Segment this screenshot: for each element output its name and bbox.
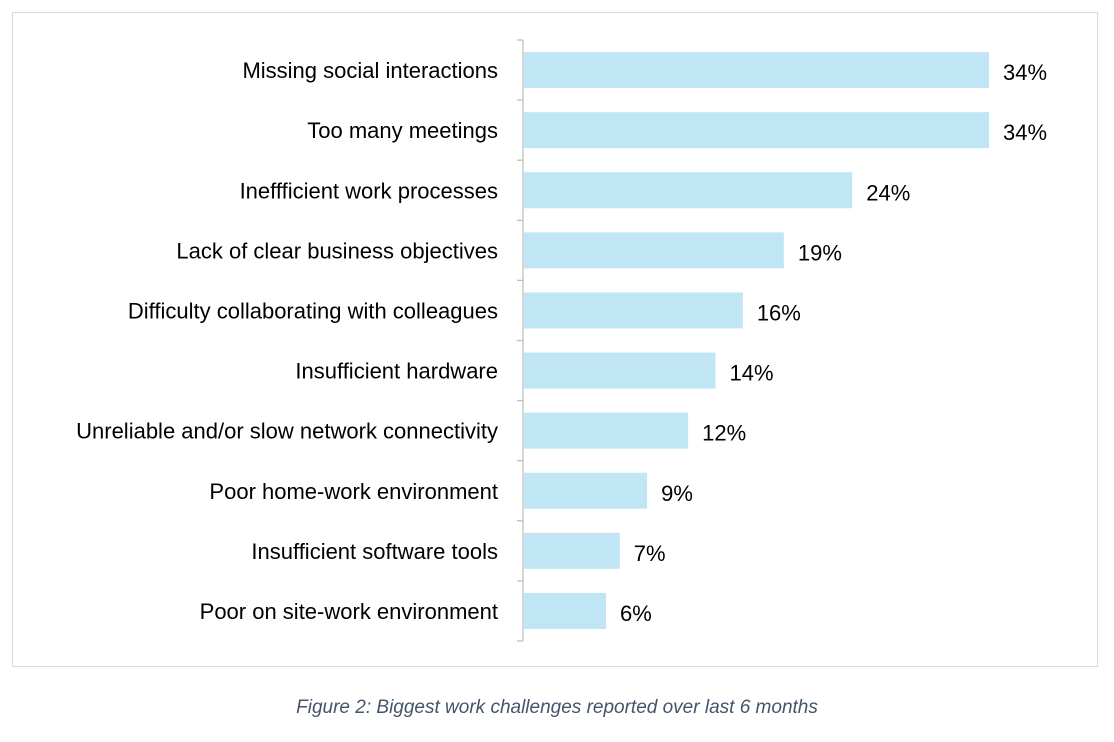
data-label: 16%: [757, 300, 801, 325]
figure-caption: Figure 2: Biggest work challenges report…: [296, 697, 818, 718]
data-label: 9%: [661, 481, 693, 506]
data-label: 6%: [620, 601, 652, 626]
bar: [524, 592, 607, 629]
category-label: Lack of clear business objectives: [176, 238, 498, 263]
bar: [524, 172, 853, 209]
category-label: Ineffficient work processes: [240, 178, 498, 203]
category-label: Insufficient software tools: [251, 539, 498, 564]
category-label: Difficulty collaborating with colleagues: [128, 298, 498, 323]
bar: [524, 292, 743, 329]
bar: [524, 472, 648, 509]
bar: [524, 52, 989, 89]
category-label: Poor home-work environment: [209, 479, 498, 504]
category-label: Poor on site-work environment: [200, 599, 498, 624]
data-label: 12%: [702, 421, 746, 446]
bar: [524, 232, 784, 269]
bar: [524, 412, 689, 449]
data-label: 14%: [729, 361, 773, 386]
category-label: Too many meetings: [307, 118, 498, 143]
data-label: 7%: [634, 541, 666, 566]
data-label: 19%: [798, 240, 842, 265]
bar: [524, 532, 620, 569]
category-label: Missing social interactions: [242, 58, 498, 83]
category-label: Unreliable and/or slow network connectiv…: [76, 419, 498, 444]
category-label: Insufficient hardware: [295, 359, 498, 384]
data-label: 24%: [866, 180, 910, 205]
bar: [524, 352, 716, 389]
data-label: 34%: [1003, 120, 1047, 145]
data-label: 34%: [1003, 60, 1047, 85]
bar: [524, 112, 989, 149]
